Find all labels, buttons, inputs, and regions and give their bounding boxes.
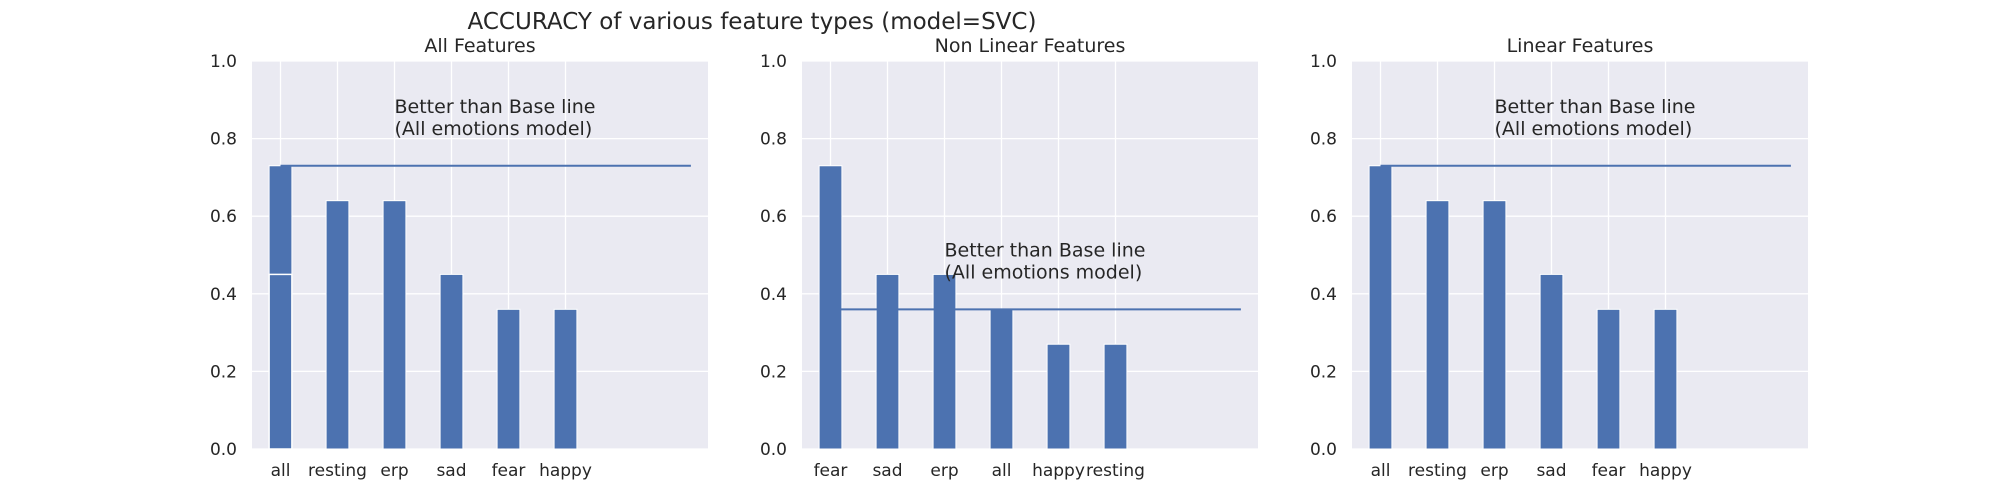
- y-tick-label: 0.2: [1310, 362, 1337, 382]
- y-tick-label: 0.6: [1310, 207, 1337, 227]
- x-tick-label: all: [992, 461, 1012, 481]
- y-tick-label: 0.2: [210, 362, 237, 382]
- x-tick-label: fear: [814, 461, 848, 481]
- x-tick-label: resting: [1086, 461, 1145, 481]
- bar: [875, 273, 900, 450]
- x-tick-label: all: [271, 461, 291, 481]
- x-tick-label: happy: [1639, 461, 1692, 481]
- x-tick-label: happy: [539, 461, 592, 481]
- subplot-title: All Features: [424, 35, 535, 57]
- subplot-title: Non Linear Features: [935, 35, 1126, 57]
- subplot-all-features: 0.0 0.2 0.4 0.6 0.8 1.0 all resting erp sad fear ha…: [210, 35, 708, 481]
- x-tick-label: fear: [492, 461, 526, 481]
- baseline-annotation: (All emotions model): [395, 118, 593, 140]
- baseline-annotation: (All emotions model): [1495, 118, 1693, 140]
- bar: [325, 200, 350, 450]
- y-tick-label: 1.0: [210, 52, 237, 72]
- bar: [818, 165, 843, 450]
- y-tick-label: 0.8: [1310, 130, 1337, 150]
- subplot-linear-features: 0.0 0.2 0.4 0.6 0.8 1.0 all resting erp sad fear ha…: [1310, 35, 1808, 481]
- bar: [1046, 343, 1071, 450]
- x-tick-label: all: [1371, 461, 1391, 481]
- bar: [382, 200, 407, 450]
- x-tick-label: happy: [1032, 461, 1085, 481]
- y-tick-label: 0.8: [760, 130, 787, 150]
- y-tick-label: 1.0: [1310, 52, 1337, 72]
- y-tick-label: 0.4: [210, 285, 237, 305]
- bar: [496, 308, 521, 450]
- y-tick-label: 0.8: [210, 130, 237, 150]
- x-tick-label: resting: [1408, 461, 1467, 481]
- x-tick-label: sad: [436, 461, 466, 481]
- baseline-annotation: Better than Base line: [395, 96, 596, 118]
- subplot-non-linear-features: 0.0 0.2 0.4 0.6 0.8 1.0 fear sad erp all happy rest…: [760, 35, 1258, 481]
- y-tick-label: 0.0: [760, 440, 787, 460]
- bar: [1425, 200, 1450, 450]
- y-tick-label: 0.6: [760, 207, 787, 227]
- y-tick-label: 0.0: [210, 440, 237, 460]
- figure-suptitle: ACCURACY of various feature types (model…: [468, 9, 1037, 35]
- bar: [439, 273, 464, 450]
- x-tick-label: erp: [930, 461, 958, 481]
- bar: [989, 308, 1014, 450]
- x-tick-label: sad: [872, 461, 902, 481]
- y-tick-label: 0.0: [1310, 440, 1337, 460]
- bar: [1653, 308, 1678, 450]
- y-tick-label: 0.6: [210, 207, 237, 227]
- y-tick-label: 1.0: [760, 52, 787, 72]
- y-tick-label: 0.4: [1310, 285, 1337, 305]
- bar: [553, 308, 578, 450]
- bar: [1368, 165, 1393, 450]
- bar: [1596, 308, 1621, 450]
- x-tick-label: resting: [308, 461, 367, 481]
- y-tick-label: 0.2: [760, 362, 787, 382]
- bar: [1539, 273, 1564, 450]
- y-tick-label: 0.4: [760, 285, 787, 305]
- bar: [1482, 200, 1507, 450]
- bar: [1103, 343, 1128, 450]
- x-tick-label: sad: [1536, 461, 1566, 481]
- baseline-annotation: Better than Base line: [1495, 96, 1696, 118]
- x-tick-label: erp: [1480, 461, 1508, 481]
- subplot-title: Linear Features: [1507, 35, 1654, 57]
- baseline-annotation: (All emotions model): [945, 261, 1143, 283]
- overlay-bar: [268, 273, 293, 450]
- x-tick-label: erp: [380, 461, 408, 481]
- baseline-annotation: Better than Base line: [945, 239, 1146, 261]
- bar: [932, 273, 957, 450]
- x-tick-label: fear: [1592, 461, 1626, 481]
